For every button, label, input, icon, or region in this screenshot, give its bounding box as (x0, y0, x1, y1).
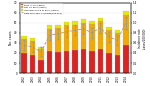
Bar (64, 25, 69, 51)
Legend: Born in UK (cases), Not UK born (cases), Unknown place of birth (cases), Rate wi: Born in UK (cases), Not UK born (cases),… (20, 3, 63, 14)
Bar (98, 18, 103, 21)
Bar (64, 51, 69, 73)
Bar (81, 23, 86, 49)
Bar (55, 25, 61, 28)
Y-axis label: Incidence rate
(cases/100,000): Incidence rate (cases/100,000) (138, 27, 147, 49)
Bar (55, 28, 61, 52)
Bar (47, 25, 52, 29)
Bar (89, 21, 95, 24)
Bar (47, 29, 52, 51)
Bar (89, 24, 95, 51)
Bar (115, 55, 120, 73)
Bar (21, 39, 27, 53)
Bar (55, 52, 61, 73)
Bar (38, 60, 44, 73)
Bar (81, 49, 86, 73)
Bar (30, 38, 35, 41)
Bar (72, 50, 78, 73)
Bar (72, 25, 78, 50)
Bar (21, 53, 27, 73)
Bar (30, 55, 35, 73)
Bar (123, 11, 129, 15)
Bar (106, 53, 112, 73)
Bar (21, 36, 27, 39)
Bar (72, 21, 78, 25)
Bar (47, 51, 52, 73)
Bar (123, 45, 129, 73)
Y-axis label: No. cases: No. cases (9, 31, 13, 45)
Bar (89, 51, 95, 73)
Bar (115, 33, 120, 55)
Bar (106, 27, 112, 30)
Bar (38, 49, 44, 60)
Bar (106, 30, 112, 53)
Bar (38, 47, 44, 49)
Bar (98, 21, 103, 49)
Bar (30, 41, 35, 55)
Bar (115, 30, 120, 33)
Bar (64, 22, 69, 25)
Bar (81, 19, 86, 23)
Bar (123, 15, 129, 45)
Bar (98, 49, 103, 73)
